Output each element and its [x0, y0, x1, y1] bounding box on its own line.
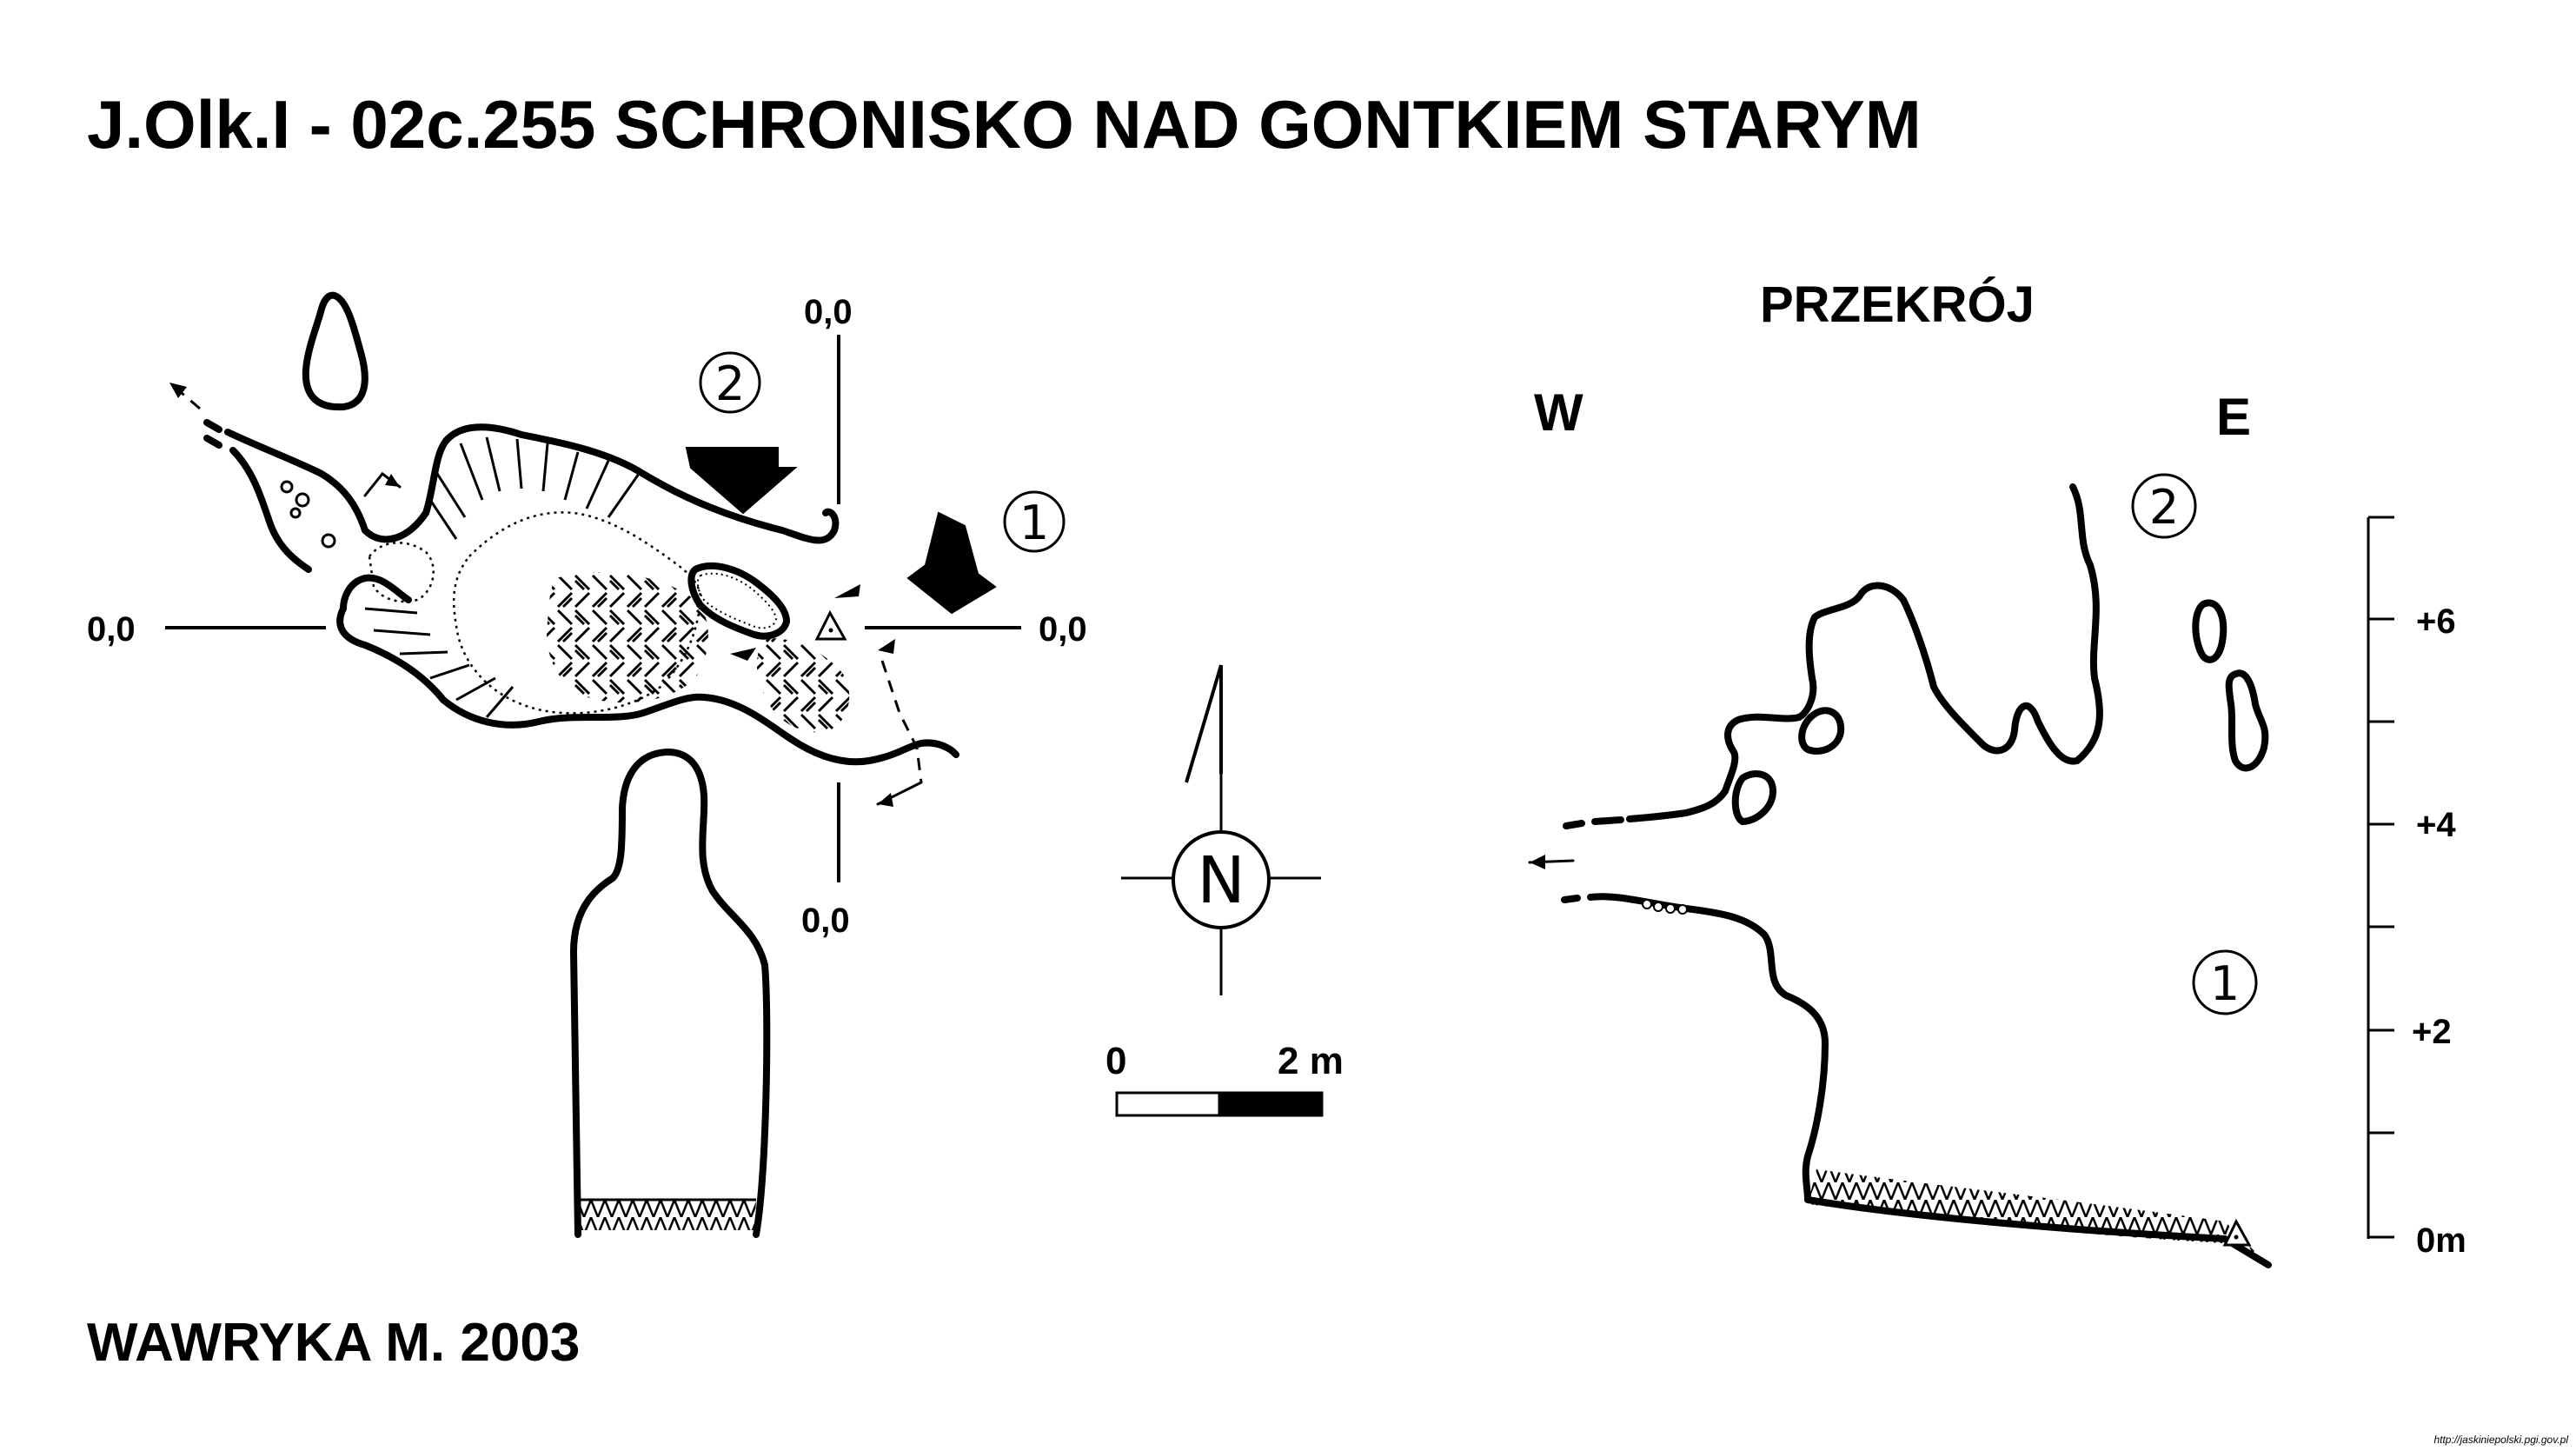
section-entrance-2-marker-icon	[2131, 473, 2197, 539]
section-entrance-2-label: 2	[2149, 480, 2179, 535]
section-arrow-nw-icon	[385, 474, 400, 487]
section-pocket-outline-2	[1731, 770, 1776, 825]
rock-block-sediment	[578, 1200, 756, 1230]
debris-symbol	[321, 533, 336, 549]
height-tick-label: +6	[2416, 602, 2456, 641]
entrance-2-arrow-icon	[685, 447, 798, 515]
passage-end-dash-2	[203, 435, 222, 449]
passage-south-wall	[229, 447, 312, 573]
coord-label-bottom: 0,0	[801, 902, 850, 940]
west-label: W	[1534, 383, 1583, 442]
passage-arrow-icon	[169, 383, 187, 398]
section-ceiling-outline	[1796, 483, 2103, 765]
chamber-inner-wall	[340, 574, 412, 612]
section-debris	[1642, 899, 1688, 915]
source-credit: http://jaskiniepolski.pgi.gov.pl	[2433, 1434, 2568, 1446]
arrow-marker-icon	[834, 584, 860, 598]
north-needle-icon	[1185, 664, 1223, 783]
boulder-inner	[696, 572, 778, 629]
cave-plan-view: 0,0 0,0 0,0 0,0	[87, 291, 1087, 1238]
arrow-marker-icon	[730, 648, 756, 661]
height-axis-ticks	[2368, 516, 2394, 1239]
entrance-1-arrow-icon	[906, 511, 997, 615]
north-arrow: N	[1121, 664, 1321, 995]
passage-end-dash	[203, 419, 222, 433]
passage-continuation-line	[169, 381, 201, 410]
section-survey-point-icon	[2222, 1218, 2252, 1247]
section-continuation-arrow-icon	[1530, 855, 1545, 869]
section-floor-sediment	[1808, 1169, 2264, 1261]
scale-segment-black	[1218, 1091, 1324, 1117]
section-cut-line	[880, 660, 923, 783]
slope-hatching	[364, 436, 641, 718]
section-pocket-outline	[1798, 707, 1845, 755]
coord-label-right: 0,0	[1039, 610, 1087, 649]
survey-point-dot	[828, 628, 833, 633]
survey-point-icon	[814, 609, 847, 641]
coord-label-top: 0,0	[804, 293, 853, 331]
entrance-1-marker-label: 1	[1019, 496, 1049, 550]
scale-end-label: 2 m	[1278, 1040, 1344, 1082]
section-rock-fragment	[2192, 599, 2227, 663]
entrance-2-marker-icon	[699, 351, 761, 414]
passage-north-wall	[224, 429, 368, 534]
debris-symbol	[280, 480, 294, 494]
entrance-sediment-pattern	[756, 638, 850, 733]
section-rock-fragment-2	[2225, 669, 2269, 772]
section-ledge-outline	[1626, 713, 1803, 822]
section-title: PRZEKRÓJ	[1760, 276, 2035, 333]
rock-block-outline	[570, 749, 771, 1238]
section-arrow-icon	[878, 793, 893, 807]
section-dash	[1563, 820, 1585, 829]
height-tick-label: +4	[2416, 806, 2456, 844]
north-letter: N	[1197, 843, 1245, 918]
main-chamber-outline	[336, 423, 959, 766]
debris-symbol	[295, 492, 310, 508]
boulder-outline	[687, 562, 790, 640]
section-entrance-1-marker-icon	[2192, 949, 2258, 1015]
floor-sediment-pattern	[547, 572, 708, 703]
rock-pillar-outline	[302, 291, 368, 411]
scale-bar: 0 2 m	[1105, 1040, 1344, 1117]
scale-start-label: 0	[1105, 1040, 1126, 1082]
entrance-1-marker-icon	[1003, 490, 1066, 553]
height-tick-label: +2	[2412, 1013, 2452, 1051]
side-niche-outline	[368, 542, 435, 603]
entrance-2-marker-label: 2	[715, 356, 745, 411]
section-entrance-1-label: 1	[2210, 956, 2240, 1011]
section-dash	[1591, 816, 1624, 825]
scale-segment-white	[1115, 1091, 1221, 1117]
coord-label-left: 0,0	[87, 610, 136, 649]
north-circle-icon	[1172, 830, 1271, 929]
east-label: E	[2216, 388, 2251, 446]
inner-ledge-outline	[453, 511, 702, 715]
cross-section-view: PRZEKRÓJ W E 2 1	[1528, 276, 2466, 1268]
height-tick-label: 0m	[2416, 1221, 2466, 1260]
section-survey-point-dot	[2234, 1235, 2239, 1240]
debris-symbol	[289, 507, 302, 519]
arrow-marker-icon	[878, 639, 895, 654]
author-label: WAWRYKA M. 2003	[87, 1313, 580, 1373]
map-title: J.Olk.I - 02c.255 SCHRONISKO NAD GONTKIE…	[87, 86, 1922, 163]
